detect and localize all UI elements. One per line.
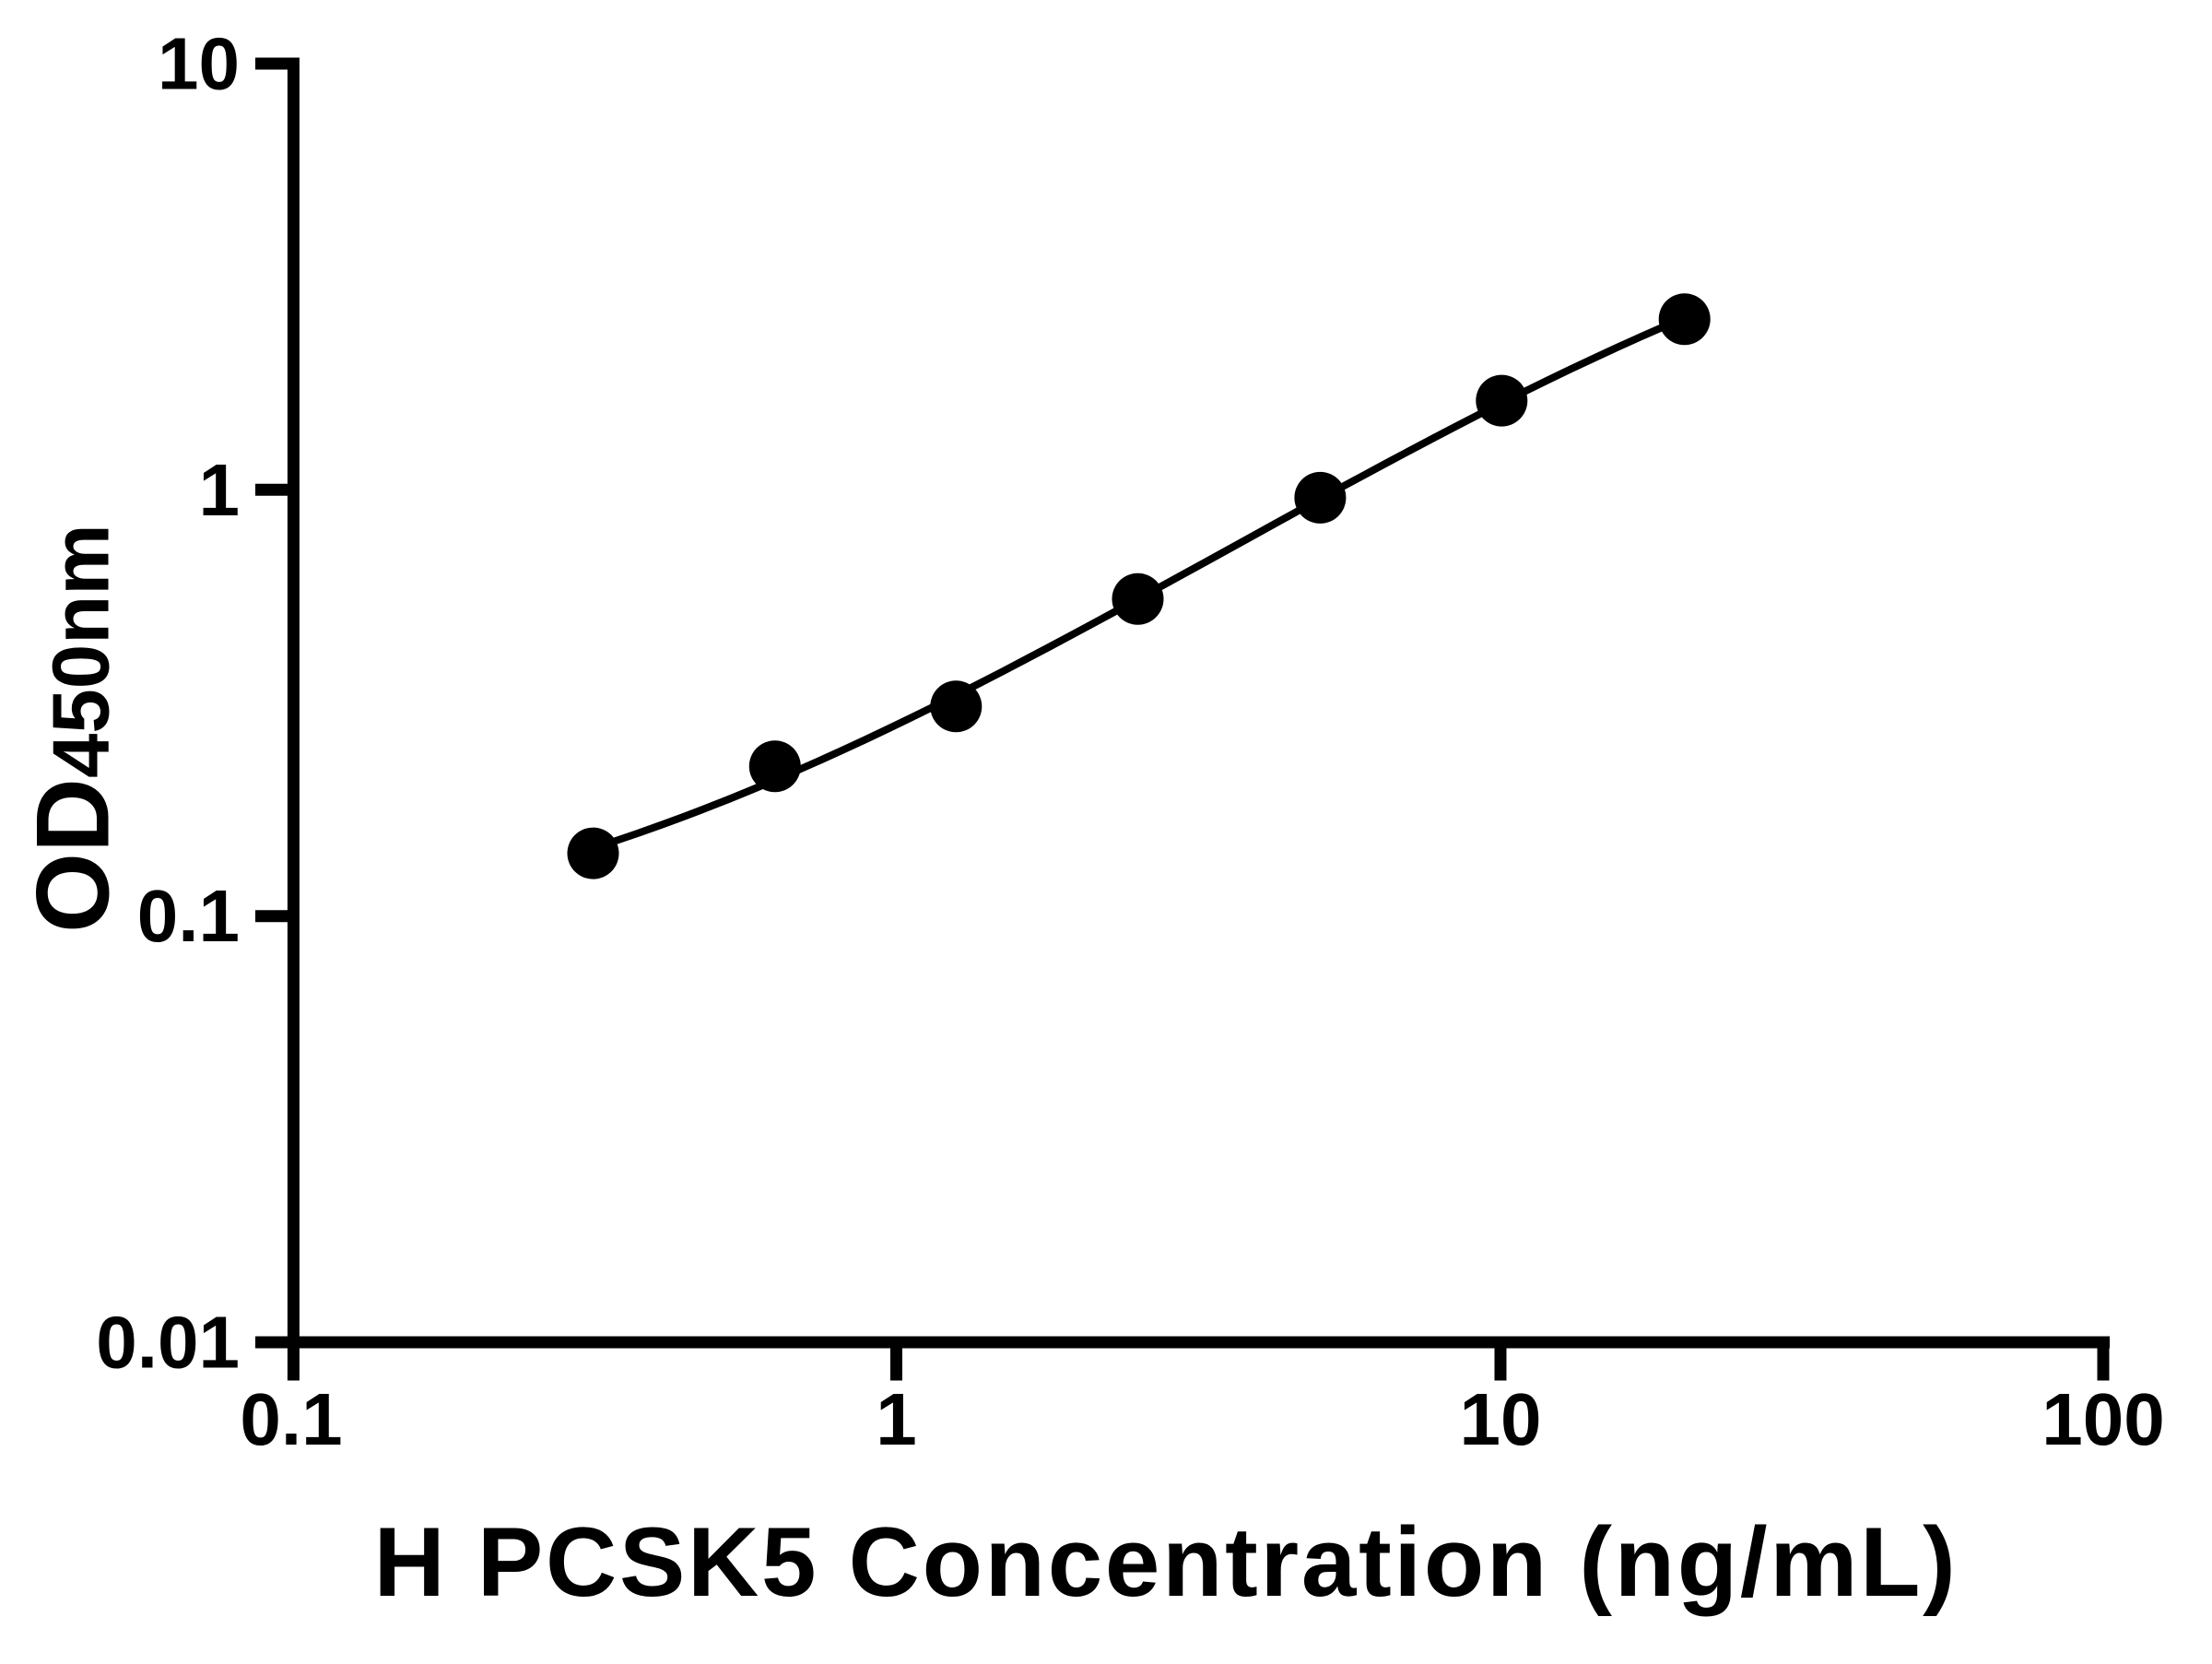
svg-text:10: 10: [158, 23, 240, 105]
svg-text:1: 1: [876, 1378, 917, 1460]
svg-text:100: 100: [2041, 1378, 2164, 1460]
svg-text:10: 10: [1460, 1378, 1542, 1460]
svg-text:0.1: 0.1: [137, 875, 240, 957]
svg-text:0.1: 0.1: [240, 1378, 342, 1460]
svg-text:0.01: 0.01: [96, 1302, 240, 1384]
svg-text:H PCSK5 Concentration (ng/mL): H PCSK5 Concentration (ng/mL): [374, 1506, 1959, 1617]
svg-text:1: 1: [199, 449, 241, 531]
